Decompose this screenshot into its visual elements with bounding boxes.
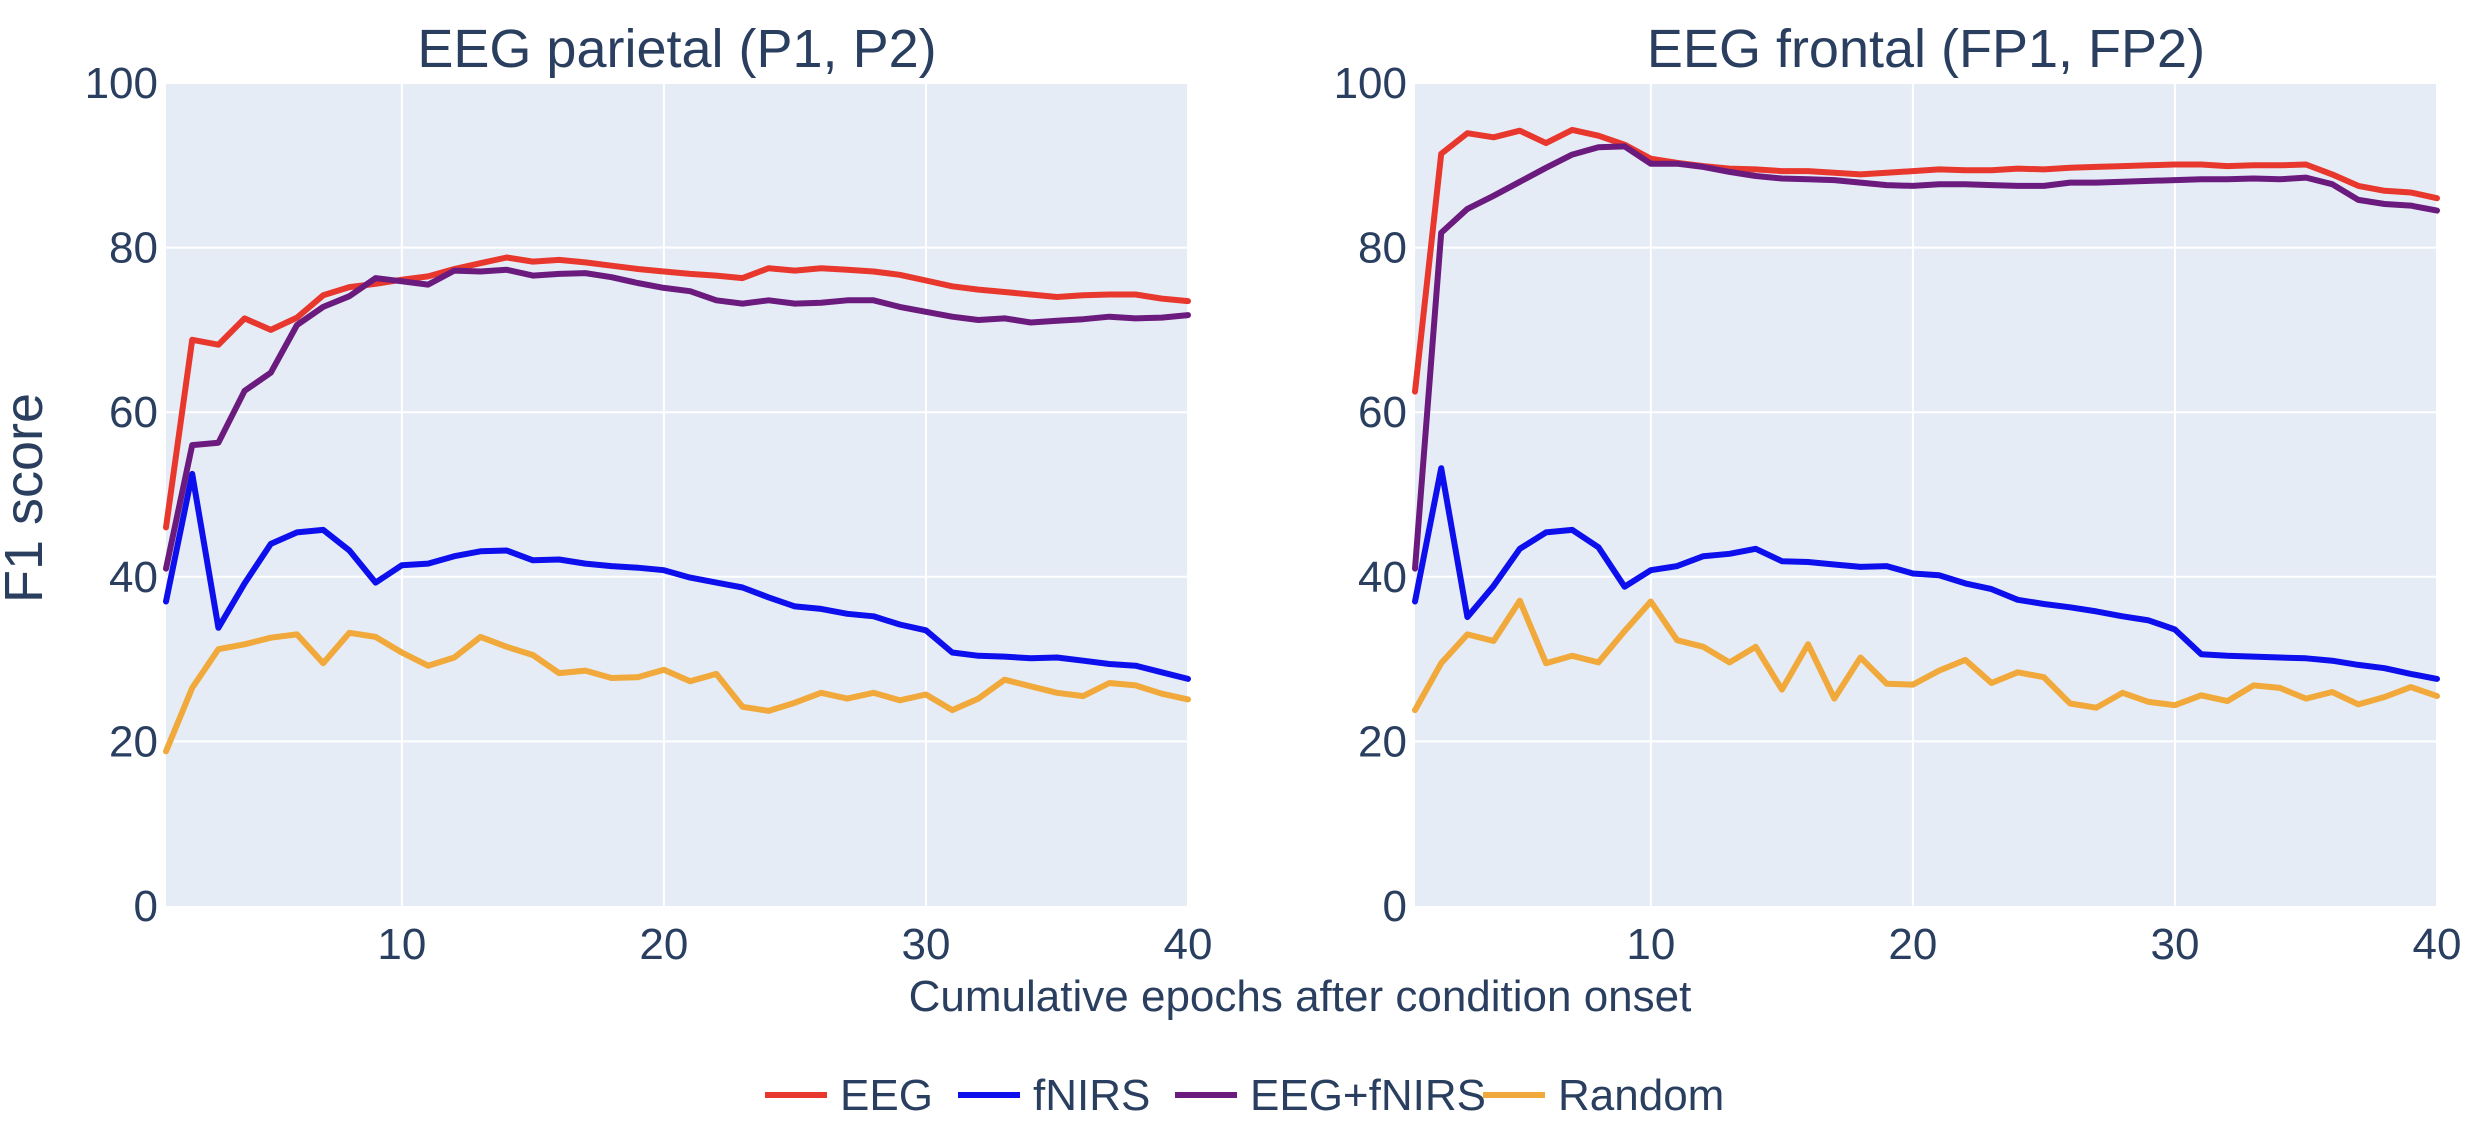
y-tick-label: 60 bbox=[1358, 388, 1407, 437]
plot-background bbox=[166, 83, 1188, 906]
x-tick-label: 40 bbox=[2413, 920, 2462, 969]
right-panel: 0 20 40 60 80 100 10 20 30 40 EEG frontal (FP1, FP… bbox=[1334, 19, 2462, 969]
y-tick-label: 100 bbox=[85, 59, 158, 108]
y-tick-label: 80 bbox=[109, 224, 158, 273]
panel-title: EEG parietal (P1, P2) bbox=[417, 19, 936, 79]
series-line-fnirs bbox=[163, 470, 1191, 682]
series-line-eeg-fnirs bbox=[1412, 143, 2440, 572]
y-tick-label: 60 bbox=[109, 388, 158, 437]
left-panel: 0 20 40 60 80 100 10 20 30 40 EEG parietal (P1, P2… bbox=[85, 19, 1213, 969]
y-tick-label: 20 bbox=[1358, 717, 1407, 766]
legend-label: Random bbox=[1558, 1071, 1724, 1120]
y-tick-label: 0 bbox=[134, 882, 158, 931]
y-tick-label: 80 bbox=[1358, 224, 1407, 273]
series-line-fnirs bbox=[1412, 465, 2440, 682]
legend-label: EEG bbox=[840, 1071, 933, 1120]
plot-background bbox=[1415, 83, 2437, 906]
legend-label: EEG+fNIRS bbox=[1250, 1071, 1486, 1120]
series-line-eeg-fnirs bbox=[163, 266, 1191, 572]
x-tick-label: 20 bbox=[639, 920, 688, 969]
series-line-eeg bbox=[1412, 126, 2440, 395]
y-tick-label: 0 bbox=[1383, 882, 1407, 931]
x-axis-label: Cumulative epochs after condition onset bbox=[909, 972, 1692, 1021]
x-tick-label: 10 bbox=[1626, 920, 1675, 969]
series-line-eeg bbox=[163, 254, 1191, 531]
series-line-random bbox=[1412, 597, 2440, 714]
x-tick-label: 10 bbox=[377, 920, 426, 969]
y-axis-label: F1 score bbox=[0, 393, 54, 603]
x-tick-label: 20 bbox=[1888, 920, 1937, 969]
series-line-random bbox=[163, 629, 1191, 755]
x-tick-label: 30 bbox=[901, 920, 950, 969]
panel-title: EEG frontal (FP1, FP2) bbox=[1647, 19, 2205, 79]
y-tick-label: 20 bbox=[109, 717, 158, 766]
y-tick-label: 40 bbox=[1358, 553, 1407, 602]
y-tick-label: 40 bbox=[109, 553, 158, 602]
legend-label: fNIRS bbox=[1033, 1071, 1150, 1120]
y-tick-label: 100 bbox=[1334, 59, 1407, 108]
x-tick-label: 30 bbox=[2150, 920, 2199, 969]
legend: EEG fNIRS EEG+fNIRS Random bbox=[765, 1071, 1724, 1120]
x-tick-label: 40 bbox=[1164, 920, 1213, 969]
